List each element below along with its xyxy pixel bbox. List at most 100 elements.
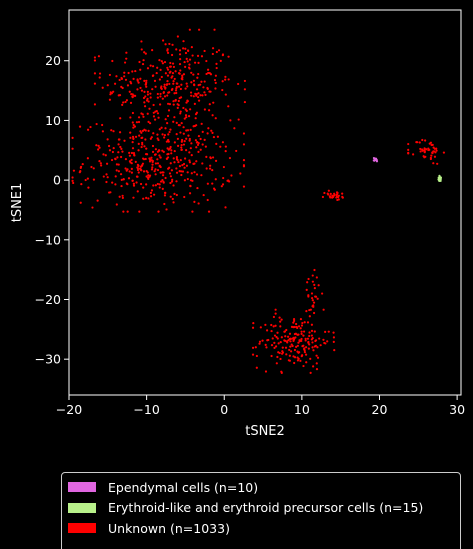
data-point bbox=[108, 73, 112, 77]
data-point bbox=[130, 151, 134, 155]
data-point bbox=[160, 60, 163, 63]
data-point bbox=[180, 146, 183, 149]
data-point bbox=[280, 336, 283, 339]
data-point bbox=[214, 74, 217, 77]
data-point bbox=[132, 123, 135, 127]
data-point bbox=[303, 330, 306, 333]
data-point bbox=[142, 115, 145, 118]
data-point bbox=[123, 75, 126, 78]
data-point bbox=[143, 145, 146, 148]
data-point bbox=[206, 182, 209, 185]
data-point bbox=[194, 92, 197, 95]
data-point bbox=[166, 51, 170, 54]
data-point bbox=[180, 143, 183, 147]
data-point bbox=[341, 195, 344, 198]
data-point bbox=[127, 177, 131, 180]
data-point bbox=[296, 344, 299, 347]
data-point bbox=[132, 152, 136, 155]
data-point bbox=[129, 101, 133, 104]
data-point bbox=[162, 91, 165, 94]
data-point bbox=[119, 117, 122, 120]
data-point bbox=[224, 206, 227, 209]
data-point bbox=[134, 160, 137, 163]
data-point bbox=[110, 158, 114, 162]
data-point bbox=[172, 120, 175, 123]
data-point bbox=[292, 321, 295, 324]
data-point bbox=[167, 138, 170, 142]
data-point bbox=[142, 186, 145, 189]
data-point bbox=[173, 141, 176, 144]
data-point bbox=[311, 346, 314, 349]
data-point bbox=[174, 99, 177, 102]
data-point bbox=[227, 78, 230, 81]
data-point bbox=[335, 195, 338, 199]
data-point bbox=[333, 349, 336, 352]
data-point bbox=[152, 111, 155, 114]
data-point bbox=[132, 196, 135, 199]
data-point bbox=[311, 337, 314, 340]
data-point bbox=[197, 96, 200, 99]
data-point bbox=[142, 170, 146, 173]
data-point bbox=[117, 170, 120, 173]
data-point bbox=[255, 366, 258, 369]
data-point bbox=[189, 147, 192, 150]
data-point bbox=[166, 156, 170, 159]
data-point bbox=[258, 342, 261, 345]
data-point bbox=[308, 315, 311, 318]
data-point bbox=[148, 107, 151, 110]
data-point bbox=[333, 192, 336, 195]
data-point bbox=[172, 184, 175, 187]
data-point bbox=[322, 338, 325, 341]
data-point bbox=[214, 178, 217, 181]
data-point bbox=[154, 85, 157, 88]
data-point bbox=[177, 85, 181, 88]
data-point bbox=[182, 106, 185, 110]
data-point bbox=[151, 49, 154, 52]
data-point bbox=[165, 83, 168, 86]
data-point bbox=[154, 148, 157, 151]
data-point bbox=[111, 59, 114, 63]
data-point bbox=[71, 147, 74, 150]
data-point bbox=[173, 149, 176, 153]
data-point bbox=[174, 89, 178, 92]
data-point bbox=[156, 66, 159, 69]
data-point bbox=[134, 94, 137, 97]
data-point bbox=[204, 145, 207, 148]
data-point bbox=[195, 88, 199, 91]
data-point bbox=[159, 171, 162, 174]
data-point bbox=[145, 79, 148, 82]
data-point bbox=[138, 134, 141, 137]
data-point bbox=[438, 174, 441, 177]
data-point bbox=[221, 141, 225, 144]
data-point bbox=[120, 147, 123, 150]
data-point bbox=[300, 330, 303, 333]
x-tick-label: 10 bbox=[294, 402, 310, 417]
data-point bbox=[114, 157, 117, 160]
data-point bbox=[337, 194, 340, 197]
data-point bbox=[139, 68, 142, 71]
data-point bbox=[149, 122, 152, 125]
data-point bbox=[120, 184, 123, 188]
data-point bbox=[183, 140, 186, 143]
data-point bbox=[243, 88, 246, 91]
data-point bbox=[212, 187, 216, 190]
data-point bbox=[276, 355, 279, 359]
data-point bbox=[151, 166, 154, 169]
data-point bbox=[299, 359, 302, 362]
data-point bbox=[130, 171, 133, 174]
data-point bbox=[122, 210, 125, 213]
data-point bbox=[211, 169, 214, 172]
data-point bbox=[173, 161, 176, 164]
data-point bbox=[172, 100, 175, 103]
data-point bbox=[279, 320, 282, 323]
data-point bbox=[432, 162, 435, 165]
data-point bbox=[102, 153, 105, 156]
data-point bbox=[185, 164, 189, 167]
data-point bbox=[149, 64, 152, 67]
data-point bbox=[211, 182, 214, 185]
data-point bbox=[201, 162, 204, 165]
data-point bbox=[259, 326, 262, 329]
data-point bbox=[117, 138, 120, 141]
data-point bbox=[429, 157, 432, 161]
y-tick-label: −30 bbox=[35, 352, 61, 367]
